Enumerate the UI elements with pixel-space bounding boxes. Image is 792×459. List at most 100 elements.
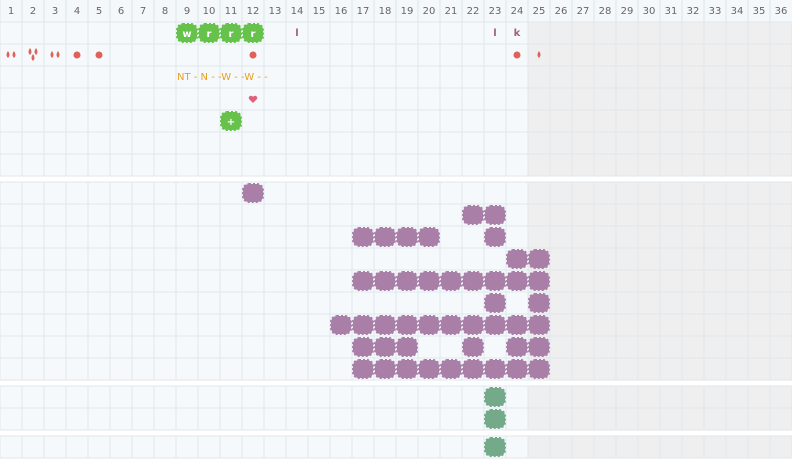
blob xyxy=(528,315,550,335)
dot xyxy=(95,51,103,59)
blob xyxy=(484,437,506,457)
drop xyxy=(6,51,10,58)
blob xyxy=(220,23,242,43)
column-number: 7 xyxy=(140,6,146,17)
blob xyxy=(176,23,198,43)
blob xyxy=(352,227,374,247)
blob xyxy=(528,249,550,269)
blob xyxy=(462,315,484,335)
column-number: 14 xyxy=(291,6,304,17)
column-number: 2 xyxy=(30,6,36,17)
column-number: 29 xyxy=(621,6,634,17)
column-number: 23 xyxy=(489,6,502,17)
drop xyxy=(28,48,32,55)
cell-letter: k xyxy=(514,28,521,39)
column-number: 31 xyxy=(665,6,678,17)
column-number: 16 xyxy=(335,6,348,17)
column-number: 4 xyxy=(74,6,80,17)
column-number: 15 xyxy=(313,6,326,17)
drop xyxy=(56,51,60,58)
blob xyxy=(352,315,374,335)
column-number: 26 xyxy=(555,6,568,17)
cell-letter: l xyxy=(493,28,496,39)
column-number: 3 xyxy=(52,6,58,17)
blob xyxy=(484,271,506,291)
blob xyxy=(396,359,418,379)
blob xyxy=(374,271,396,291)
cell-note: NT - N - -W - -W - - xyxy=(177,72,268,83)
column-number: 27 xyxy=(577,6,590,17)
column-number: 21 xyxy=(445,6,458,17)
blob xyxy=(484,409,506,429)
blob xyxy=(352,359,374,379)
blob xyxy=(374,227,396,247)
blob xyxy=(242,23,264,43)
blob xyxy=(484,359,506,379)
blob-label: w xyxy=(182,29,191,40)
blob xyxy=(352,271,374,291)
dot xyxy=(249,51,257,59)
blob xyxy=(506,337,528,357)
blob xyxy=(396,271,418,291)
column-number: 1 xyxy=(8,6,14,17)
blob xyxy=(198,23,220,43)
column-number: 22 xyxy=(467,6,480,17)
column-number: 6 xyxy=(118,6,124,17)
blob xyxy=(418,227,440,247)
blob-label: r xyxy=(229,29,234,40)
drop xyxy=(34,48,38,55)
cell-letter: l xyxy=(295,28,298,39)
drop xyxy=(50,51,54,58)
column-number: 24 xyxy=(511,6,524,17)
blob xyxy=(418,359,440,379)
column-number: 19 xyxy=(401,6,414,17)
blob xyxy=(528,337,550,357)
blob xyxy=(506,315,528,335)
column-number: 36 xyxy=(775,6,788,17)
blob xyxy=(484,293,506,313)
blob xyxy=(396,315,418,335)
blob xyxy=(396,337,418,357)
column-number: 9 xyxy=(184,6,190,17)
blob xyxy=(506,271,528,291)
blob-label: r xyxy=(251,29,256,40)
blob xyxy=(440,271,462,291)
blob xyxy=(396,227,418,247)
column-number: 32 xyxy=(687,6,700,17)
drop xyxy=(31,54,35,61)
blob xyxy=(462,337,484,357)
dot xyxy=(73,51,81,59)
blob xyxy=(374,337,396,357)
drop xyxy=(537,51,541,58)
blob xyxy=(440,315,462,335)
column-number: 12 xyxy=(247,6,260,17)
blob xyxy=(484,315,506,335)
blob xyxy=(528,293,550,313)
blob xyxy=(484,387,506,407)
column-number: 8 xyxy=(162,6,168,17)
heart xyxy=(248,95,258,103)
blob xyxy=(330,315,352,335)
blob xyxy=(220,111,242,131)
column-number: 10 xyxy=(203,6,216,17)
blob xyxy=(242,183,264,203)
column-number: 11 xyxy=(225,6,238,17)
blob xyxy=(528,359,550,379)
blob xyxy=(462,359,484,379)
drop xyxy=(12,51,16,58)
blob xyxy=(374,315,396,335)
blob-label: + xyxy=(227,117,235,128)
column-number: 13 xyxy=(269,6,282,17)
column-number: 35 xyxy=(753,6,766,17)
column-number: 30 xyxy=(643,6,656,17)
blob xyxy=(374,359,396,379)
blob xyxy=(440,359,462,379)
column-number: 34 xyxy=(731,6,744,17)
blob xyxy=(506,359,528,379)
blob-label: r xyxy=(207,29,212,40)
blob xyxy=(352,337,374,357)
blob xyxy=(418,315,440,335)
column-number: 20 xyxy=(423,6,436,17)
column-number: 33 xyxy=(709,6,722,17)
